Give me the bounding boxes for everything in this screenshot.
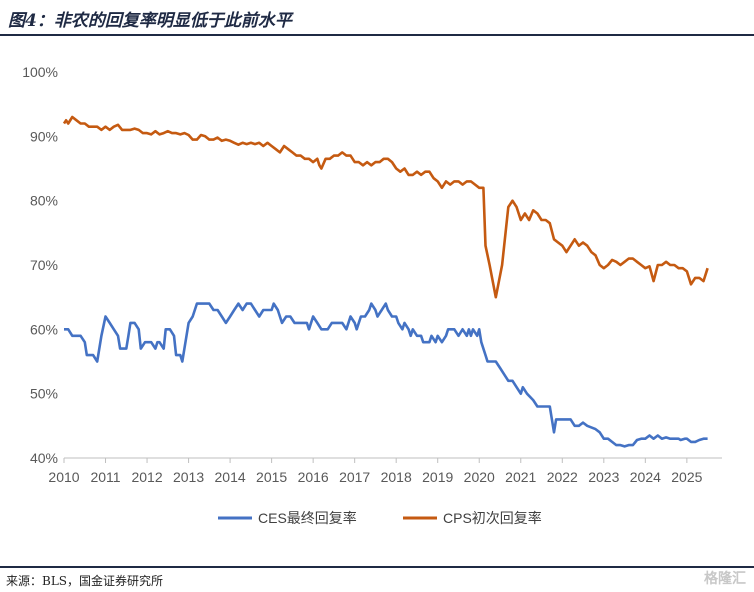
x-tick-label: 2019 xyxy=(422,469,453,485)
series-line-0 xyxy=(64,302,708,448)
x-tick-label: 2025 xyxy=(671,469,702,485)
y-tick-label: 60% xyxy=(30,321,58,337)
x-tick-label: 2024 xyxy=(630,469,661,485)
x-tick-label: 2020 xyxy=(464,469,495,485)
title-bar: 图4：非农的回复率明显低于此前水平 xyxy=(0,0,754,36)
x-tick-label: 2017 xyxy=(339,469,370,485)
x-tick-label: 2023 xyxy=(588,469,619,485)
x-tick-label: 2012 xyxy=(131,469,162,485)
x-tick-label: 2021 xyxy=(505,469,536,485)
legend-label-1: CPS初次回复率 xyxy=(443,510,542,526)
source-note: 来源：BLS，国金证券研究所 xyxy=(6,574,164,588)
y-tick-label: 80% xyxy=(30,193,58,209)
y-tick-label: 70% xyxy=(30,257,58,273)
y-tick-label: 100% xyxy=(22,64,58,80)
y-tick-label: 90% xyxy=(30,128,58,144)
x-tick-label: 2018 xyxy=(381,469,412,485)
series-line-1 xyxy=(62,115,709,299)
y-tick-label: 40% xyxy=(30,450,58,466)
x-tick-label: 2015 xyxy=(256,469,287,485)
line-chart: 40% 50% 60% 70% 80% 90% 100% 2010 2011 2012 2013 20… xyxy=(22,64,722,526)
watermark-logo: 格隆汇 xyxy=(704,571,746,587)
y-tick-label: 50% xyxy=(30,386,58,402)
x-tick-label: 2014 xyxy=(215,469,246,485)
footer-divider xyxy=(0,566,754,568)
x-tick-label: 2022 xyxy=(547,469,578,485)
x-tick-label: 2013 xyxy=(173,469,204,485)
x-tick-label: 2010 xyxy=(48,469,79,485)
chart-title: 图4：非农的回复率明显低于此前水平 xyxy=(8,11,292,31)
x-tick-label: 2016 xyxy=(298,469,329,485)
x-tick-label: 2011 xyxy=(90,469,120,485)
legend-label-0: CES最终回复率 xyxy=(258,510,357,526)
